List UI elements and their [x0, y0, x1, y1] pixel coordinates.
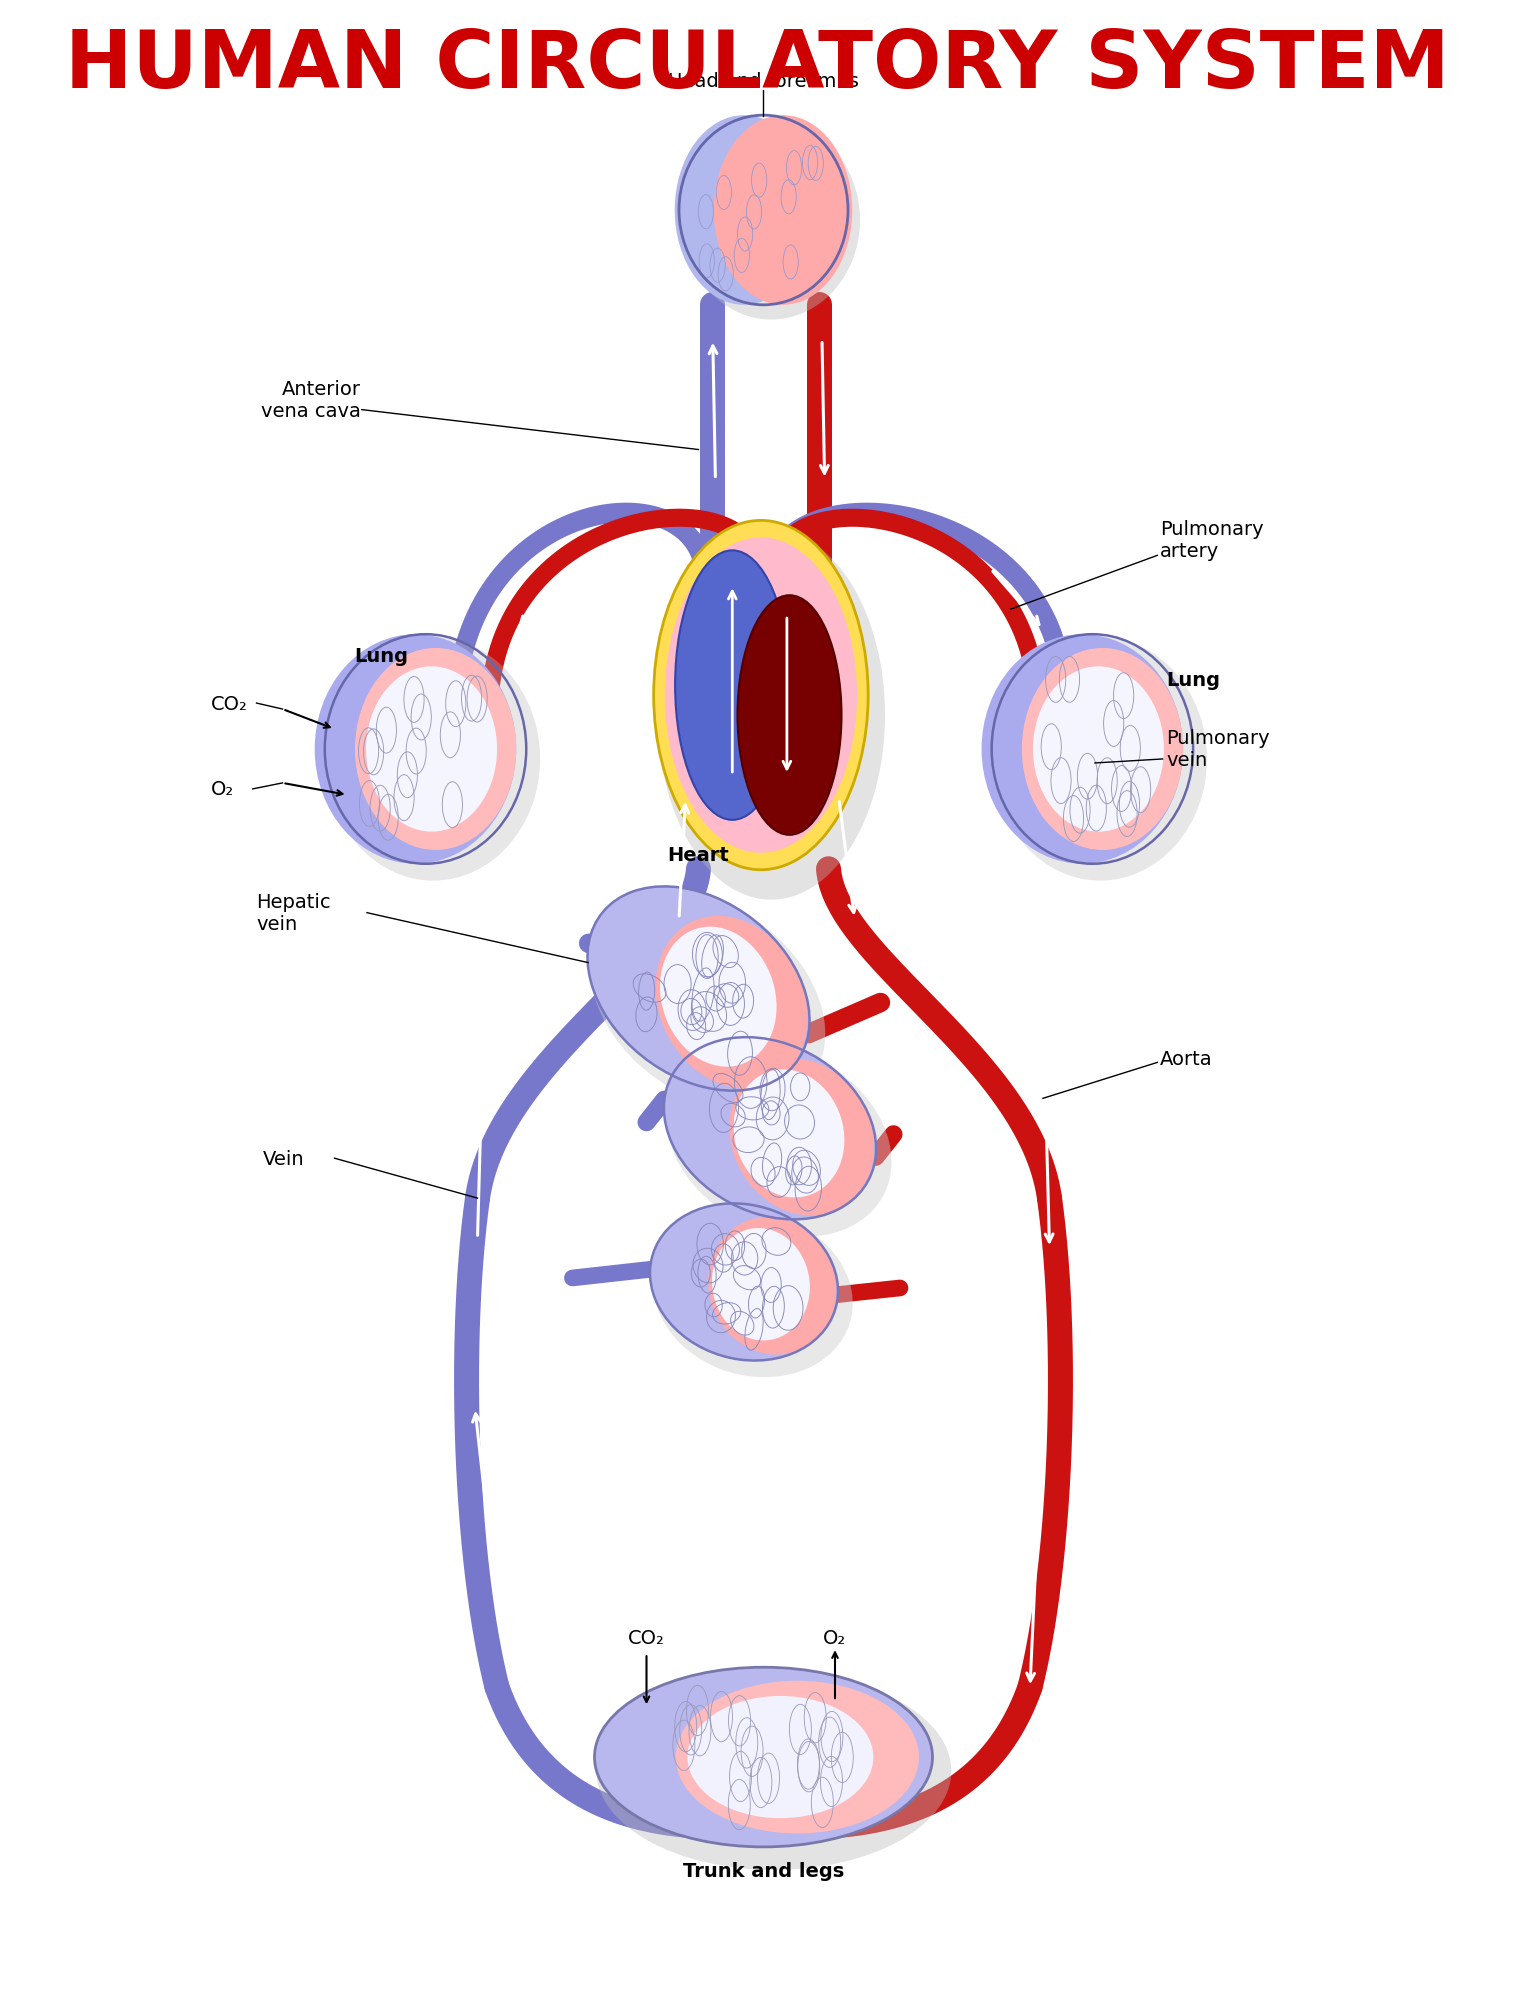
Text: CO₂: CO₂ — [210, 693, 248, 713]
Text: Anterior
vena cava: Anterior vena cava — [260, 380, 360, 422]
Ellipse shape — [734, 1069, 845, 1199]
Ellipse shape — [1022, 649, 1182, 851]
Ellipse shape — [665, 1037, 877, 1219]
Text: CO₂: CO₂ — [628, 1628, 665, 1648]
Ellipse shape — [660, 927, 777, 1067]
Ellipse shape — [666, 1045, 892, 1237]
Text: Lung: Lung — [1166, 669, 1220, 689]
Text: O₂: O₂ — [210, 779, 235, 799]
Ellipse shape — [354, 649, 516, 851]
Ellipse shape — [327, 637, 540, 881]
Ellipse shape — [675, 551, 789, 821]
Ellipse shape — [597, 1672, 951, 1870]
Ellipse shape — [656, 917, 807, 1089]
Ellipse shape — [730, 1059, 874, 1217]
Ellipse shape — [366, 667, 497, 833]
Text: Pulmonary
vein: Pulmonary vein — [1166, 729, 1270, 769]
Ellipse shape — [590, 893, 825, 1109]
Ellipse shape — [650, 1203, 837, 1361]
Ellipse shape — [993, 637, 1207, 881]
Text: Vein: Vein — [263, 1149, 304, 1169]
Text: Hepatic
vein: Hepatic vein — [256, 893, 332, 933]
Ellipse shape — [1033, 667, 1164, 833]
Ellipse shape — [654, 521, 868, 871]
Ellipse shape — [315, 635, 516, 865]
Ellipse shape — [737, 595, 842, 835]
Text: Heart: Heart — [668, 845, 730, 865]
Text: Head and forelimbs: Head and forelimbs — [668, 72, 858, 90]
Text: O₂: O₂ — [824, 1628, 846, 1648]
Text: Pulmonary
artery: Pulmonary artery — [1160, 519, 1264, 561]
Ellipse shape — [713, 116, 852, 306]
Text: Trunk and legs: Trunk and legs — [683, 1860, 845, 1880]
Ellipse shape — [712, 1229, 810, 1341]
Ellipse shape — [657, 531, 886, 901]
Text: Aorta: Aorta — [1160, 1049, 1213, 1069]
Ellipse shape — [675, 116, 813, 306]
Text: HUMAN CIRCULATORY SYSTEM: HUMAN CIRCULATORY SYSTEM — [65, 28, 1449, 106]
Ellipse shape — [675, 1680, 919, 1834]
Ellipse shape — [587, 887, 810, 1091]
Ellipse shape — [665, 537, 857, 853]
Ellipse shape — [709, 1217, 836, 1355]
Ellipse shape — [683, 122, 860, 320]
Ellipse shape — [687, 1696, 874, 1818]
Ellipse shape — [654, 1211, 852, 1377]
Text: Lung: Lung — [354, 645, 407, 665]
Ellipse shape — [595, 1668, 933, 1846]
Ellipse shape — [981, 635, 1182, 865]
